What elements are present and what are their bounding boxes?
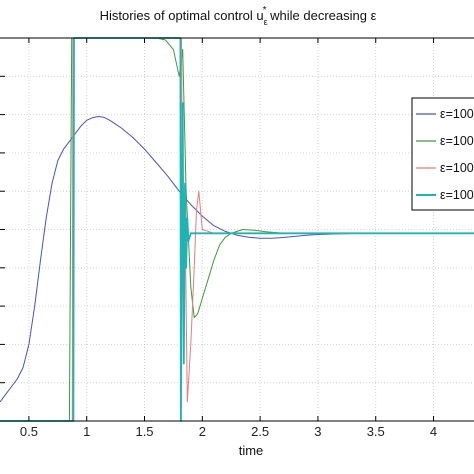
chart-title: Histories of optimal control uε* while d…: [100, 5, 377, 27]
title-superscript-star: *: [263, 5, 267, 16]
x-tick-labels: 0.5 1 1.5 2 2.5 3 3.5 4: [20, 424, 437, 439]
legend-label-4: ε=100: [440, 188, 474, 202]
x-tick-label-7: 4: [430, 424, 437, 439]
x-tick-label-1: 1: [83, 424, 90, 439]
x-tick-label-0: 0.5: [20, 424, 38, 439]
x-tick-label-6: 3.5: [367, 424, 385, 439]
x-tick-label-4: 2.5: [251, 424, 269, 439]
axes: [0, 37, 474, 422]
legend-label-3: ε=100: [440, 161, 474, 175]
series-line-1: [0, 116, 474, 403]
legend-label-2: ε=100: [440, 134, 474, 148]
legend: ε=100 ε=100 ε=100 ε=100: [411, 97, 474, 211]
title-subscript-epsilon: ε: [264, 17, 268, 27]
title-part-1: Histories of optimal control u: [100, 8, 264, 23]
x-tick-label-5: 3: [314, 424, 321, 439]
legend-box: [411, 97, 474, 211]
title-part-2: while decreasing ε: [267, 8, 377, 23]
legend-label-1: ε=100: [440, 107, 474, 121]
x-tick-label-2: 1.5: [135, 424, 153, 439]
x-axis-label: time: [239, 443, 264, 458]
x-tick-label-3: 2: [199, 424, 206, 439]
